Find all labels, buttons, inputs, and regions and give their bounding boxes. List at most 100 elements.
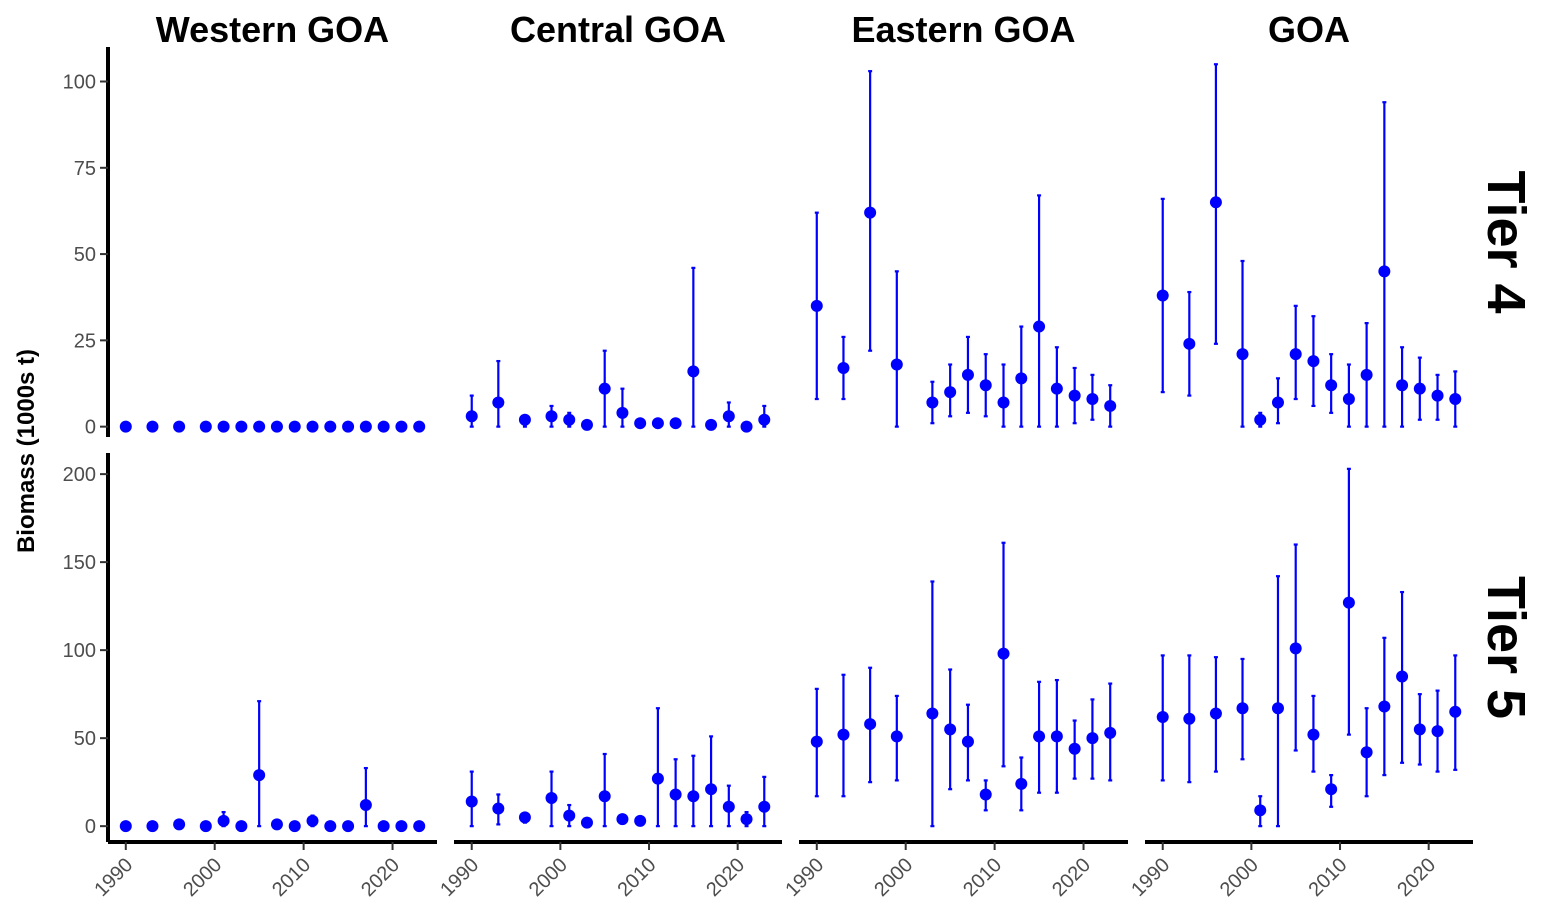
data-point: [1289, 642, 1302, 655]
data-point: [377, 820, 390, 833]
data-point: [616, 813, 629, 826]
data-point: [359, 420, 372, 433]
data-point: [669, 417, 682, 430]
panel-title-goa: GOA: [1268, 9, 1350, 50]
data-point: [722, 410, 735, 423]
data-point: [146, 420, 159, 433]
data-point: [1360, 368, 1373, 381]
data-point: [651, 772, 664, 785]
y-tick-label: 0: [85, 816, 96, 838]
data-point: [1050, 382, 1063, 395]
data-point: [997, 647, 1010, 660]
data-point: [492, 396, 505, 409]
data-point: [758, 413, 771, 426]
data-point: [687, 365, 700, 378]
data-point: [740, 813, 753, 826]
data-point: [1449, 393, 1462, 406]
data-point: [342, 420, 355, 433]
panel-western-goa-tier-5: [119, 700, 426, 833]
panel-goa-tier-4: [1156, 63, 1462, 428]
data-point: [1413, 382, 1426, 395]
data-point: [1183, 712, 1196, 725]
data-point: [217, 814, 230, 827]
data-point: [395, 820, 408, 833]
x-tick-label: 2020: [1393, 854, 1440, 901]
y-axis-label: Biomass (1000s t): [13, 349, 40, 553]
data-point: [1236, 702, 1249, 715]
data-point: [705, 418, 718, 431]
data-point: [837, 728, 850, 741]
data-point: [1325, 783, 1338, 796]
y-tick-label: 200: [63, 464, 96, 486]
data-point: [1254, 804, 1267, 817]
data-point: [413, 420, 426, 433]
data-point: [979, 788, 992, 801]
x-tick-label: 2020: [357, 854, 404, 901]
row-label-tier-5: Tier 5: [1476, 576, 1536, 719]
data-point: [580, 816, 593, 829]
data-point: [979, 379, 992, 392]
y-tick-label: 25: [74, 330, 96, 352]
data-point: [306, 814, 319, 827]
data-point: [1271, 396, 1284, 409]
data-point: [563, 809, 576, 822]
data-point: [146, 820, 159, 833]
data-point: [1378, 265, 1391, 278]
y-tick-label: 150: [63, 552, 96, 574]
panel-eastern-goa-tier-5: [810, 541, 1117, 828]
x-tick-label: 2020: [702, 854, 749, 901]
data-point: [1156, 289, 1169, 302]
x-tick-label: 2000: [1216, 854, 1263, 901]
panel-central-goa-tier-4: [465, 266, 771, 433]
data-point: [413, 820, 426, 833]
x-tick-label: 1990: [436, 854, 483, 901]
data-point: [1431, 725, 1444, 738]
data-point: [173, 818, 186, 831]
data-point: [598, 790, 611, 803]
data-point: [465, 795, 478, 808]
data-point: [890, 730, 903, 743]
data-point: [217, 420, 230, 433]
y-tick-label: 50: [74, 244, 96, 266]
panel-western-goa-tier-4: [119, 420, 426, 433]
data-point: [1254, 413, 1267, 426]
data-point: [758, 800, 771, 813]
data-point: [961, 735, 974, 748]
data-point: [687, 790, 700, 803]
data-point: [306, 420, 319, 433]
data-point: [288, 820, 301, 833]
data-point: [1033, 730, 1046, 743]
data-point: [518, 413, 531, 426]
data-point: [1307, 728, 1320, 741]
data-point: [634, 814, 647, 827]
data-point: [598, 382, 611, 395]
panel-title-central-goa: Central GOA: [510, 9, 726, 50]
data-point: [359, 799, 372, 812]
data-point: [377, 420, 390, 433]
data-point: [492, 802, 505, 815]
panel-title-western-goa: Western GOA: [156, 9, 389, 50]
data-point: [1325, 379, 1338, 392]
data-point: [1050, 730, 1063, 743]
data-point: [1289, 348, 1302, 361]
data-point: [1104, 726, 1117, 739]
y-tick-label: 100: [63, 72, 96, 94]
data-point: [235, 420, 248, 433]
data-point: [395, 420, 408, 433]
data-point: [253, 769, 266, 782]
panel-central-goa-tier-5: [465, 707, 771, 829]
data-point: [705, 783, 718, 796]
panel-goa-tier-5: [1156, 467, 1462, 828]
x-tick-label: 2000: [870, 854, 917, 901]
x-tick-label: 2010: [614, 854, 661, 901]
data-point: [961, 368, 974, 381]
data-point: [1449, 705, 1462, 718]
data-point: [270, 818, 283, 831]
x-tick-label: 2010: [959, 854, 1006, 901]
x-tick-label: 1990: [90, 854, 137, 901]
data-point: [1342, 596, 1355, 609]
data-point: [324, 420, 337, 433]
data-point: [1015, 777, 1028, 790]
data-point: [1342, 393, 1355, 406]
